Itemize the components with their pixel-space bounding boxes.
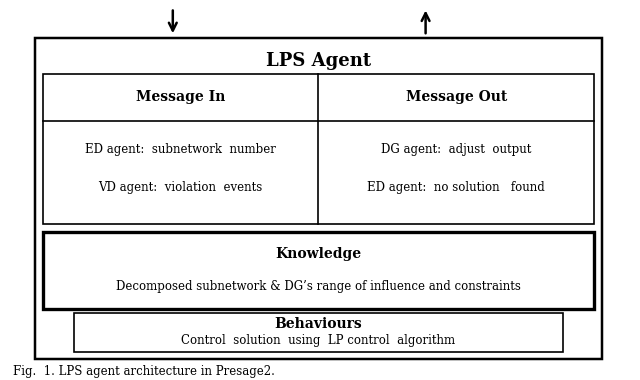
Text: Behaviours: Behaviours bbox=[275, 317, 362, 331]
Bar bbox=[74, 313, 563, 352]
Text: Fig.  1. LPS agent architecture in Presage2.: Fig. 1. LPS agent architecture in Presag… bbox=[13, 365, 275, 378]
Text: VD agent:  violation  events: VD agent: violation events bbox=[99, 182, 263, 195]
Bar bbox=[35, 38, 602, 359]
Text: LPS Agent: LPS Agent bbox=[266, 52, 371, 70]
Text: Message Out: Message Out bbox=[406, 90, 507, 105]
Text: Control  solution  using  LP control  algorithm: Control solution using LP control algori… bbox=[181, 334, 456, 347]
Bar bbox=[43, 232, 594, 309]
Text: ED agent:  subnetwork  number: ED agent: subnetwork number bbox=[85, 143, 276, 156]
Text: Decomposed subnetwork & DG’s range of influence and constraints: Decomposed subnetwork & DG’s range of in… bbox=[116, 280, 521, 293]
Text: Knowledge: Knowledge bbox=[275, 247, 362, 261]
Text: ED agent:  no solution   found: ED agent: no solution found bbox=[367, 182, 545, 195]
Text: Message In: Message In bbox=[136, 90, 225, 105]
Text: DG agent:  adjust  output: DG agent: adjust output bbox=[381, 143, 531, 156]
Bar bbox=[43, 74, 594, 224]
